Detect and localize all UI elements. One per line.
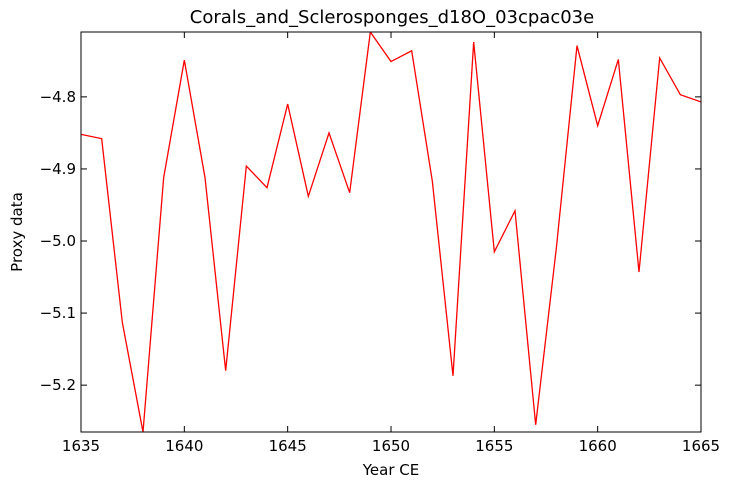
y-tick-label: −4.8 bbox=[40, 88, 76, 106]
x-tick-label: 1665 bbox=[682, 437, 720, 455]
x-tick-label: 1660 bbox=[579, 437, 617, 455]
x-tick-label: 1645 bbox=[269, 437, 307, 455]
x-tick-label: 1650 bbox=[372, 437, 410, 455]
y-axis-label: Proxy data bbox=[8, 192, 26, 272]
x-tick-label: 1655 bbox=[475, 437, 513, 455]
series-line-0 bbox=[81, 32, 701, 432]
axis-ticks: 1635 1640 1645 1650 1655 1660 1665 −4.8 −4.9 −5.0… bbox=[40, 32, 720, 455]
y-tick-label: −5.2 bbox=[40, 376, 76, 394]
plot-area bbox=[81, 32, 701, 432]
x-axis-label: Year CE bbox=[362, 461, 419, 479]
y-tick-label: −5.0 bbox=[40, 232, 76, 250]
chart-title: Corals_and_Sclerosponges_d18O_03cpac03e bbox=[190, 7, 594, 28]
x-tick-label: 1640 bbox=[165, 437, 203, 455]
y-tick-label: −5.1 bbox=[40, 304, 76, 322]
x-tick-label: 1635 bbox=[62, 437, 100, 455]
y-tick-label: −4.9 bbox=[40, 160, 76, 178]
